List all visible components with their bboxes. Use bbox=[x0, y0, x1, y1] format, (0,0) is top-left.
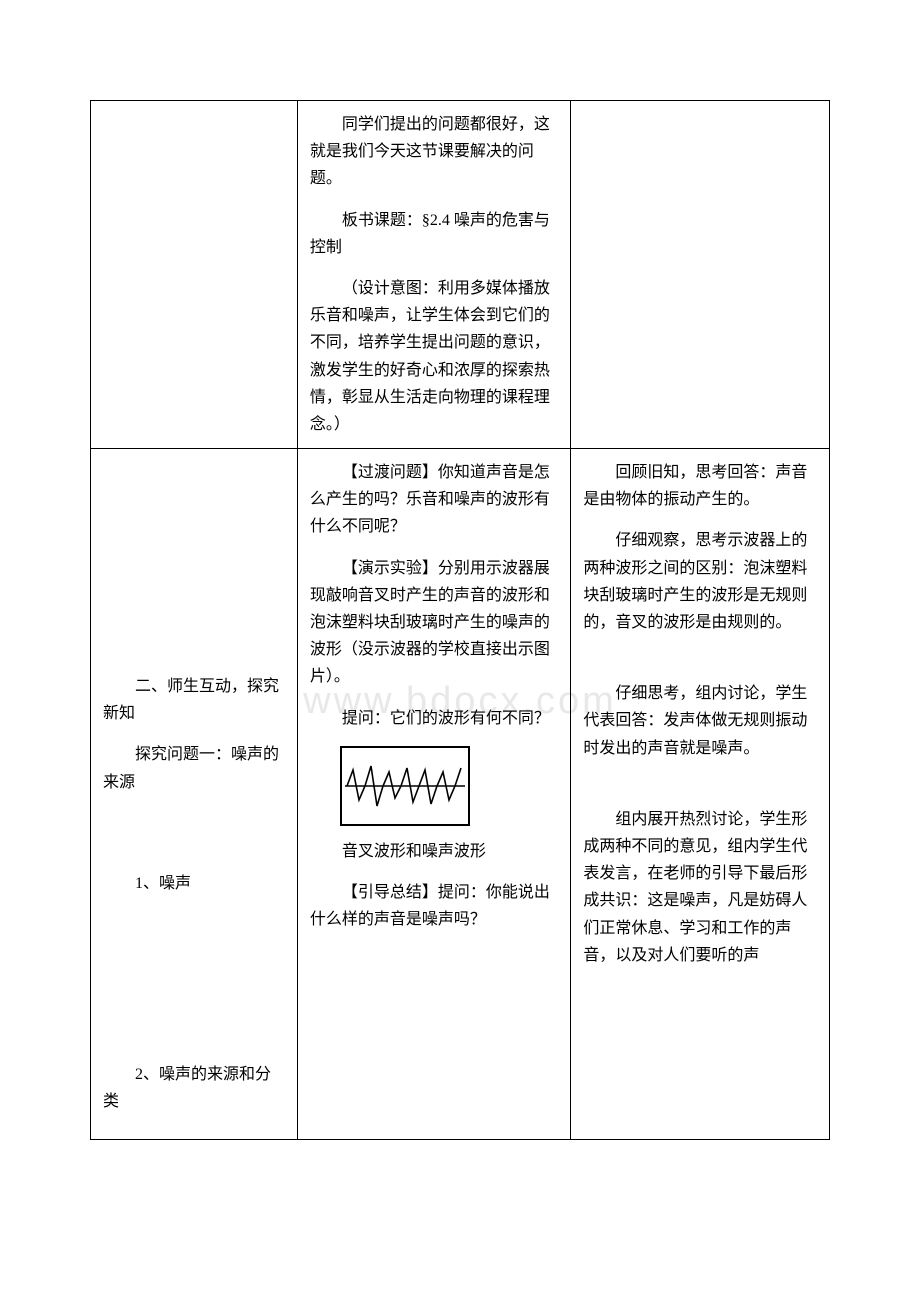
paragraph: 【过渡问题】你知道声音是怎么产生的吗？乐音和噪声的波形有什么不同呢？ bbox=[310, 459, 558, 541]
lesson-plan-table: 同学们提出的问题都很好，这就是我们今天这节课要解决的问题。 板书课题：§2.4 … bbox=[90, 100, 830, 1140]
paragraph: 板书课题：§2.4 噪声的危害与控制 bbox=[310, 207, 558, 261]
paragraph: 仔细观察，思考示波器上的两种波形之间的区别：泡沫塑料块刮玻璃时产生的波形是无规则… bbox=[583, 527, 817, 636]
cell-r2c1: 二、师生互动，探究新知 探究问题一：噪声的来源 1、噪声 2、噪声的来源和分类 bbox=[91, 449, 298, 1140]
cell-r1c3 bbox=[571, 101, 830, 449]
sub-heading: 探究问题一：噪声的来源 bbox=[103, 741, 285, 795]
cell-r1c1 bbox=[91, 101, 298, 449]
cell-r2c2: 【过渡问题】你知道声音是怎么产生的吗？乐音和噪声的波形有什么不同呢？ 【演示实验… bbox=[297, 449, 570, 1140]
paragraph: 回顾旧知，思考回答：声音是由物体的振动产生的。 bbox=[583, 459, 817, 513]
cell-r2c3: 回顾旧知，思考回答：声音是由物体的振动产生的。 仔细观察，思考示波器上的两种波形… bbox=[571, 449, 830, 1140]
paragraph: 同学们提出的问题都很好，这就是我们今天这节课要解决的问题。 bbox=[310, 111, 558, 193]
caption: 音叉波形和噪声波形 bbox=[310, 838, 558, 865]
paragraph: 组内展开热烈讨论，学生形成两种不同的意见，组内学生代表发言，在老师的引导下最后形… bbox=[583, 806, 817, 969]
cell-r1c2: 同学们提出的问题都很好，这就是我们今天这节课要解决的问题。 板书课题：§2.4 … bbox=[297, 101, 570, 449]
paragraph: 仔细思考，组内讨论，学生代表回答：发声体做无规则振动时发出的声音就是噪声。 bbox=[583, 680, 817, 762]
paragraph: 【引导总结】提问：你能说出什么样的声音是噪声吗？ bbox=[310, 879, 558, 933]
waveform-svg bbox=[345, 758, 465, 814]
paragraph: 【演示实验】分别用示波器展现敲响音叉时产生的声音的波形和泡沫塑料块刮玻璃时产生的… bbox=[310, 555, 558, 691]
paragraph: 提问：它们的波形有何不同？ bbox=[310, 705, 558, 732]
waveform-diagram bbox=[340, 746, 470, 826]
table-row: 二、师生互动，探究新知 探究问题一：噪声的来源 1、噪声 2、噪声的来源和分类 … bbox=[91, 449, 830, 1140]
list-item: 1、噪声 bbox=[103, 870, 285, 897]
table-row: 同学们提出的问题都很好，这就是我们今天这节课要解决的问题。 板书课题：§2.4 … bbox=[91, 101, 830, 449]
list-item: 2、噪声的来源和分类 bbox=[103, 1061, 285, 1115]
paragraph: （设计意图：利用多媒体播放乐音和噪声，让学生体会到它们的不同，培养学生提出问题的… bbox=[310, 275, 558, 438]
section-heading: 二、师生互动，探究新知 bbox=[103, 673, 285, 727]
